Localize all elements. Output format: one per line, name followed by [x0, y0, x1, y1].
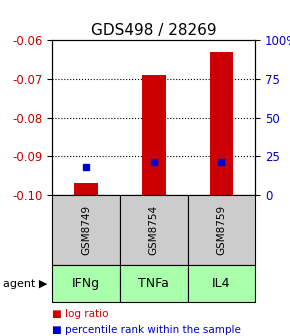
Text: ■ log ratio: ■ log ratio [52, 309, 109, 319]
Text: IL4: IL4 [212, 278, 231, 290]
Text: GSM8749: GSM8749 [81, 205, 91, 255]
Text: agent ▶: agent ▶ [3, 279, 47, 289]
Text: ■ percentile rank within the sample: ■ percentile rank within the sample [52, 325, 241, 335]
Title: GDS498 / 28269: GDS498 / 28269 [91, 23, 217, 38]
Text: IFNg: IFNg [72, 278, 100, 290]
Text: GSM8759: GSM8759 [216, 205, 226, 255]
Text: GSM8754: GSM8754 [149, 205, 159, 255]
Bar [142, 75, 166, 195]
Text: TNFa: TNFa [138, 278, 169, 290]
Bar [74, 183, 98, 195]
Bar [209, 52, 233, 195]
